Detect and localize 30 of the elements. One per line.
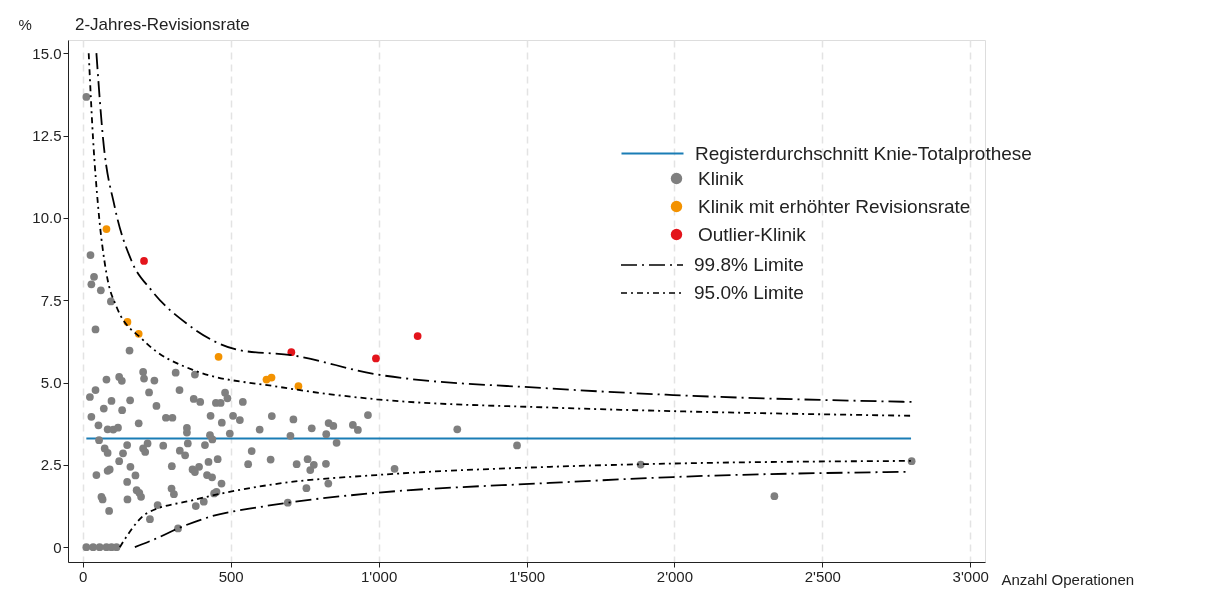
x-tick-label: 1'500 [508, 567, 546, 585]
y-tick-label: 15.0 [32, 44, 62, 62]
x-tick-label: 500 [218, 567, 244, 585]
legend-label: Outlier-Klinik [698, 223, 807, 245]
point [413, 332, 422, 340]
legend-label: 95.0% Limite [694, 282, 804, 303]
y-tick-label: 12.5 [32, 127, 62, 145]
x-tick-label: 2'000 [656, 567, 694, 585]
point [140, 257, 148, 265]
y-tick-label: 10.0 [32, 209, 62, 227]
x-tick-label: 1'000 [360, 567, 398, 585]
y-tick-label: 0 [53, 538, 62, 556]
point [102, 225, 111, 233]
x-tick-label: 0 [79, 567, 88, 585]
point [294, 382, 303, 390]
x-tick-label: 3'000 [952, 567, 989, 585]
point [214, 352, 223, 361]
legend-label: Klinik mit erhöhter Revisionsrate [698, 195, 971, 217]
x-tick-label: 2'500 [804, 567, 841, 585]
legend-label: Klinik [698, 167, 744, 189]
chart-title: 2-Jahres-Revisionsrate [75, 15, 250, 34]
y-tick-label: 5.0 [40, 374, 62, 392]
legend-label: Registerdurchschnitt Knie-Totalprothese [695, 142, 1032, 164]
point [267, 373, 276, 382]
legend-label: 99.8% Limite [694, 254, 804, 275]
y-tick-label: 2.5 [40, 456, 62, 474]
y-axis-title: % [18, 15, 32, 33]
y-tick-label: 7.5 [40, 291, 62, 309]
point [372, 354, 380, 363]
x-axis-title: Anzahl Operationen [1001, 570, 1135, 588]
